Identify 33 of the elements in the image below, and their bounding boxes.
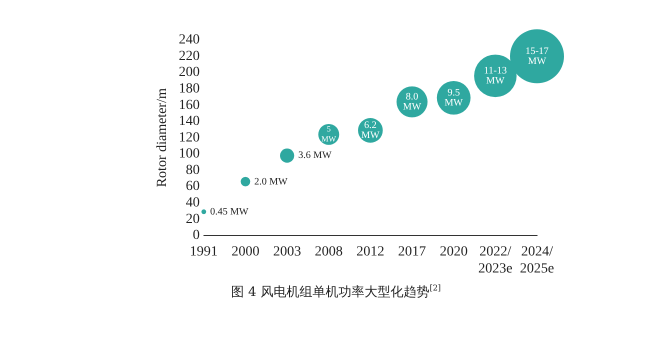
x-tick-label: 2024/2025e bbox=[520, 244, 554, 276]
y-tick-label: 140 bbox=[178, 114, 200, 130]
annotation: 0.45 MW bbox=[210, 206, 250, 218]
y-tick-label: 180 bbox=[178, 82, 200, 97]
x-tick-label: 2000 bbox=[231, 244, 260, 260]
y-tick-label: 100 bbox=[178, 146, 200, 162]
y-tick-label: 220 bbox=[178, 48, 200, 64]
x-tick-label: 2022/2023e bbox=[478, 244, 512, 276]
y-tick-label: 80 bbox=[186, 162, 200, 178]
annotation: 9.5 MW bbox=[444, 87, 464, 108]
y-tick-label: 240 bbox=[178, 32, 200, 48]
text: 图 4 风电机组单机功率大型化趋势$^{[2]}$ bbox=[230, 283, 442, 301]
y-tick-label: 20 bbox=[186, 212, 200, 227]
y-tick-label: 160 bbox=[178, 98, 200, 113]
annotation: 5 MW bbox=[321, 124, 337, 144]
y-tick-label: 60 bbox=[186, 179, 200, 194]
y-tick-label: 0 bbox=[192, 228, 200, 244]
x-tick-label: 2017 bbox=[398, 244, 426, 260]
x-tick-label: 2012 bbox=[356, 244, 384, 260]
annotation: 8.0 MW bbox=[402, 92, 422, 112]
x-tick-label: 2020 bbox=[440, 244, 468, 260]
annotation: 2.0 MW bbox=[254, 176, 288, 188]
y-axis-title: Rotor diameter/m bbox=[155, 88, 170, 188]
annotation: 15-17 MW bbox=[525, 46, 549, 67]
y-tick-label: 40 bbox=[186, 196, 200, 211]
x-tick-label: 1991 bbox=[190, 244, 218, 260]
x-tick-label: 2003 bbox=[273, 244, 302, 260]
x-tick-label: 2008 bbox=[314, 244, 343, 260]
annotation: 11-13 MW bbox=[484, 65, 507, 86]
y-tick-label: 200 bbox=[178, 65, 200, 80]
y-tick-label: 120 bbox=[178, 130, 200, 146]
annotation: 6.2 MW bbox=[361, 120, 380, 141]
annotation: 3.6 MW bbox=[298, 150, 332, 162]
